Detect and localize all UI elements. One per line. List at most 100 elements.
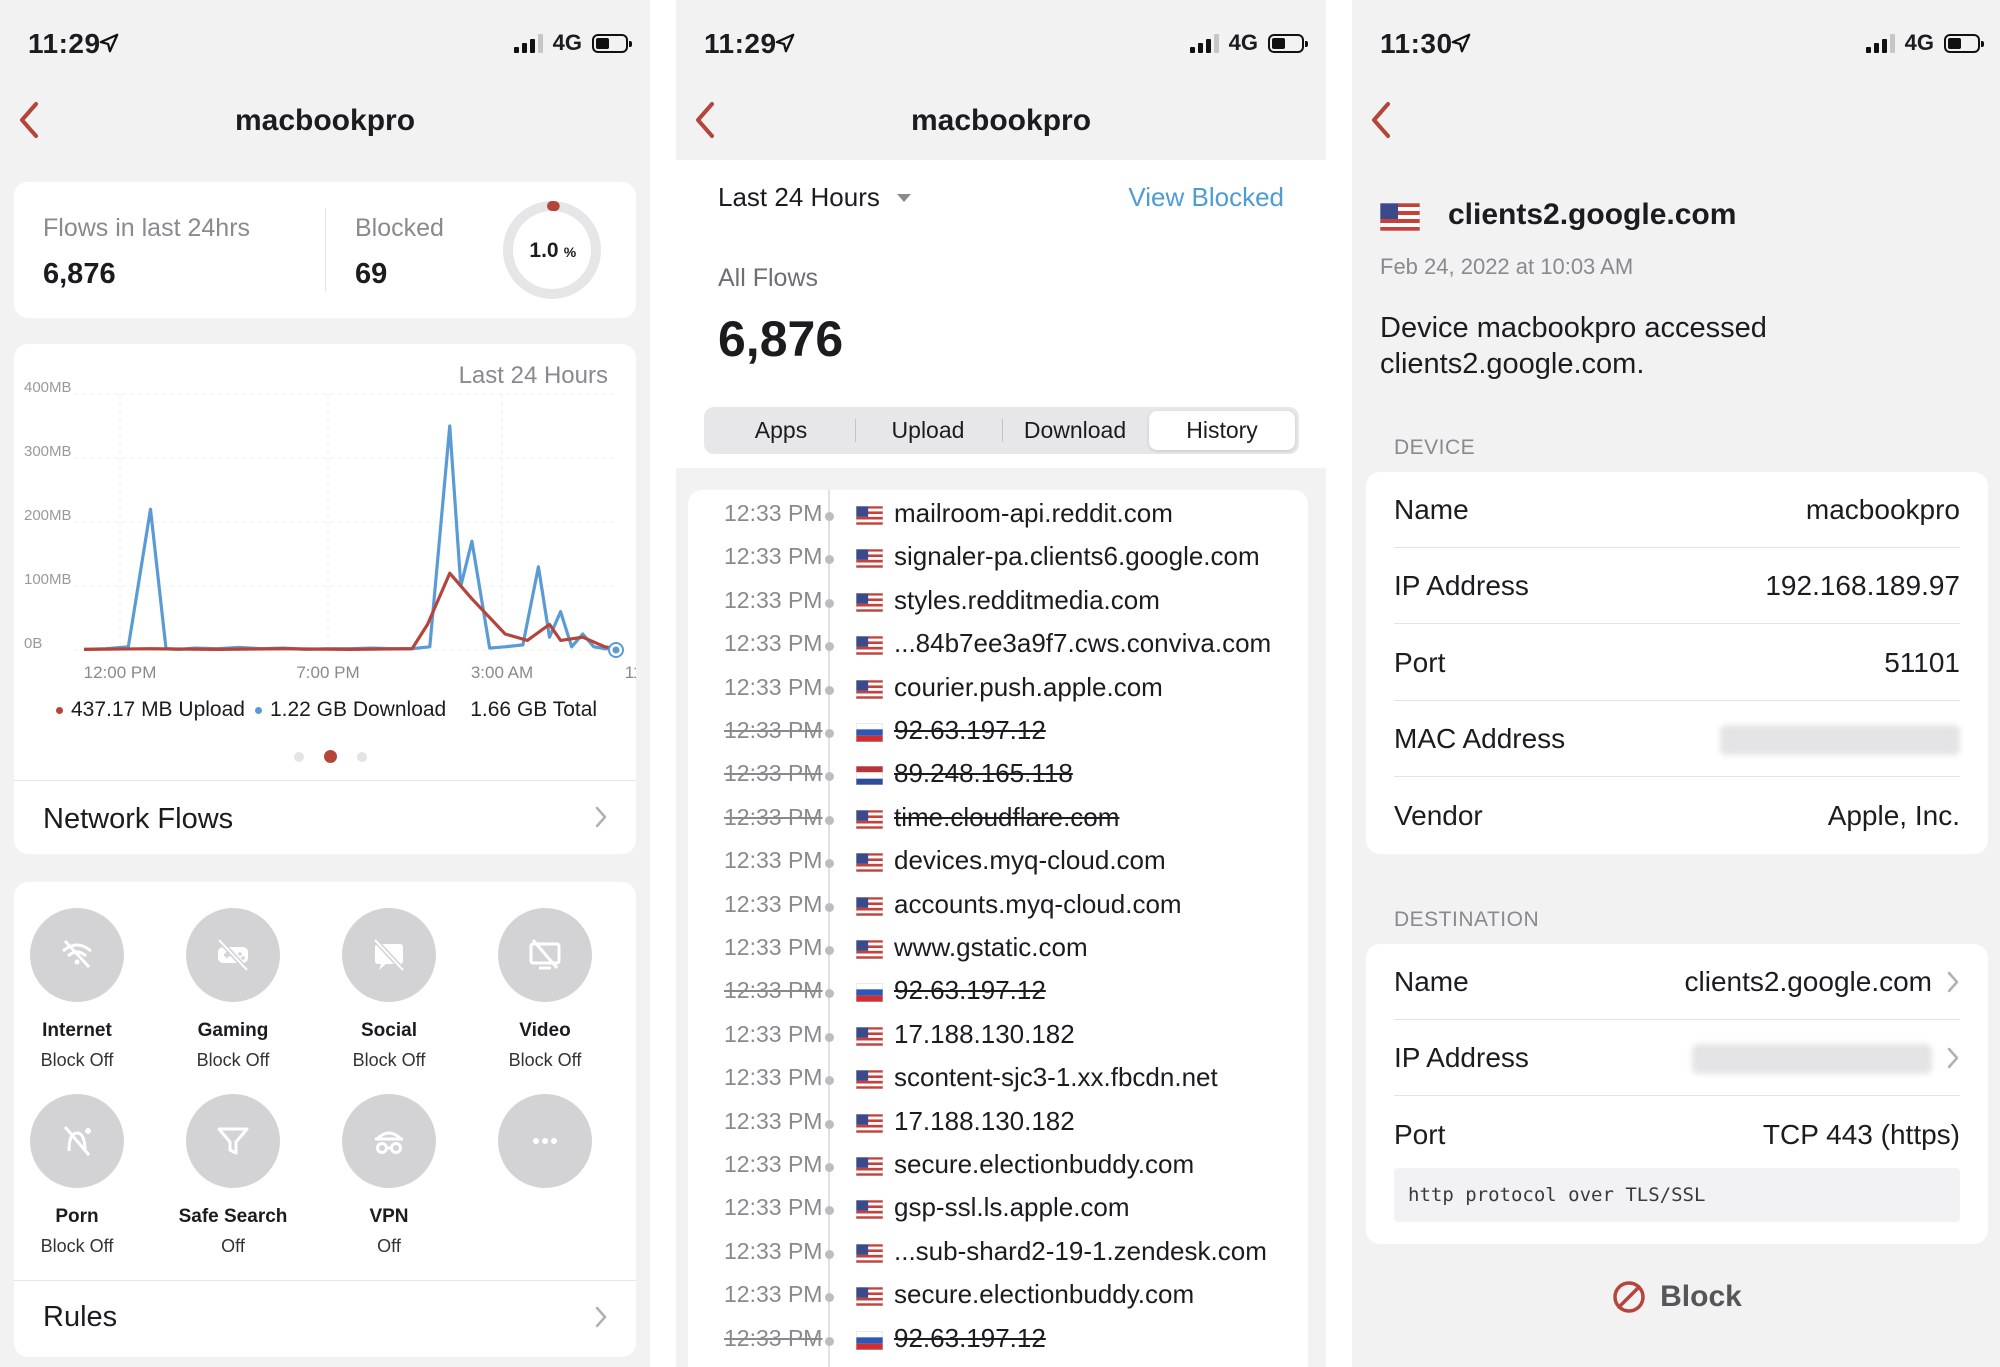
timeline-dot (825, 555, 834, 565)
tile-name: Safe Search (178, 1206, 288, 1227)
us-flag-icon (856, 1113, 883, 1133)
destination-row-name[interactable]: Name clients2.google.com (1394, 944, 1960, 1020)
control-tile-safe-search[interactable]: Safe Search Off (158, 1094, 308, 1257)
destination-section-heading: DESTINATION (1394, 908, 1540, 931)
tile-name: Video (519, 1020, 571, 1041)
control-tile-vpn[interactable]: VPN Off (314, 1094, 464, 1257)
flow-row[interactable]: 12:33 PM 89.248.165.118 (688, 754, 1308, 797)
row-key: Name (1394, 966, 1469, 997)
control-tile-video[interactable]: Video Block Off (470, 908, 620, 1071)
segment-upload[interactable]: Upload (891, 417, 965, 443)
stats-divider (325, 209, 326, 291)
flow-time: 12:33 PM (724, 1194, 823, 1221)
flow-row[interactable]: 12:33 PM mailroom-api.reddit.com (688, 494, 1308, 537)
destination-card: Name clients2.google.com IP Address Port TCP… (1366, 944, 1988, 1244)
chevron-right-icon (1947, 1048, 1959, 1069)
row-value: TCP 443 (https) (1762, 1118, 1960, 1150)
flow-row[interactable]: 12:33 PM signaler-pa.clients6.google.com (688, 537, 1308, 580)
filter-icon (217, 1127, 249, 1155)
flow-row[interactable]: 12:33 PM gsp-ssl.ls.apple.com (688, 1188, 1308, 1231)
flows-history-screen: 11:29 4G macbookpro Last 24 Hours View B… (676, 0, 1326, 1367)
us-flag-icon (856, 1287, 883, 1307)
flow-row[interactable]: 12:33 PM styles.redditmedia.com (688, 581, 1308, 624)
flow-row[interactable]: 12:33 PM secure.electionbuddy.com (688, 1145, 1308, 1188)
segment-download[interactable]: Download (1023, 417, 1127, 443)
social-off-icon (373, 938, 405, 972)
range-select[interactable]: Last 24 Hours (718, 182, 912, 213)
flow-row[interactable]: 12:33 PM secure.electionbuddy.com (688, 1275, 1308, 1318)
flow-description: Device macbookpro accessed clients2.goog… (1380, 312, 1767, 380)
flow-row[interactable]: 12:33 PM www.gstatic.com (688, 928, 1308, 971)
tile-button[interactable] (342, 1094, 436, 1188)
flow-row[interactable]: 12:33 PM 17.188.130.182 (688, 1102, 1308, 1145)
timeline-line (828, 490, 830, 1367)
back-chevron-icon[interactable] (14, 98, 44, 142)
x-tick-label: 12:00 PM (84, 663, 157, 682)
page-indicator[interactable] (294, 750, 367, 763)
timeline-dot (825, 512, 834, 521)
location-arrow-icon (99, 33, 119, 53)
network-type: 4G (1904, 30, 1934, 55)
control-tile-internet[interactable]: Internet Block Off (2, 908, 152, 1071)
flow-row[interactable]: 12:33 PM ...84b7ee3a9f7.cws.conviva.com (688, 624, 1308, 667)
flow-row[interactable]: 12:33 PM accounts.myq-cloud.com (688, 885, 1308, 928)
blocked-pct: 1.0 (529, 239, 558, 262)
wifi-off-icon (62, 939, 92, 969)
block-label: Block (1660, 1280, 1742, 1313)
flow-row[interactable]: 12:33 PM 92.63.197.12 (688, 711, 1308, 754)
flow-row[interactable]: 12:33 PM 17.188.130.182 (688, 1015, 1308, 1058)
block-button[interactable]: Block (1352, 1280, 2000, 1314)
flow-row[interactable]: 12:33 PM courier.push.apple.com (688, 668, 1308, 711)
flow-host: clients2.google.com (1448, 198, 1737, 231)
block-icon (1613, 1281, 1645, 1313)
rules-row[interactable]: Rules (14, 1281, 636, 1357)
tile-button[interactable] (30, 908, 124, 1002)
segment-apps[interactable]: Apps (754, 417, 808, 443)
stats-card: Flows in last 24hrs 6,876 Blocked 69 1.0… (14, 182, 636, 318)
flow-time: 12:33 PM (724, 1237, 823, 1264)
flow-time: 12:33 PM (724, 1064, 823, 1091)
back-chevron-icon[interactable] (1366, 98, 1396, 142)
page-dot[interactable] (294, 751, 304, 762)
destination-row-ip-address[interactable]: IP Address (1394, 1020, 1960, 1097)
flow-row[interactable]: 12:33 PM time.cloudflare.com (688, 798, 1308, 841)
page-dot[interactable] (357, 751, 367, 762)
tile-button[interactable] (186, 1094, 280, 1188)
flow-host: signaler-pa.clients6.google.com (894, 541, 1260, 572)
tile-button[interactable] (498, 1094, 592, 1188)
timeline-dot (825, 729, 834, 738)
view-blocked-link[interactable]: View Blocked (1128, 182, 1284, 212)
row-value: Apple, Inc. (1827, 799, 1960, 831)
page-dot-active[interactable] (324, 750, 337, 763)
flow-time: 12:33 PM (724, 717, 823, 743)
tile-button[interactable] (30, 1094, 124, 1188)
network-flows-row[interactable]: Network Flows (14, 781, 636, 854)
device-row-name: Name macbookpro (1394, 472, 1960, 548)
us-flag-icon (856, 549, 883, 569)
flow-row[interactable]: 12:33 PM scontent-sjc3-1.xx.fbcdn.net (688, 1058, 1308, 1101)
row-value: 51101 (1884, 646, 1960, 678)
flow-host: time.cloudflare.com (894, 801, 1120, 832)
segment-history[interactable]: History (1149, 411, 1295, 450)
flow-row[interactable]: 12:33 PM ...sub-shard2-19-1.zendesk.com (688, 1232, 1308, 1275)
tile-button[interactable] (342, 908, 436, 1002)
flow-row[interactable]: 12:33 PM 92.63.197.12 (688, 1319, 1308, 1362)
flow-row[interactable]: 12:33 PM 92.63.197.12 (688, 971, 1308, 1014)
tile-button[interactable] (498, 908, 592, 1002)
timeline-dot (825, 1119, 834, 1129)
row-key: IP Address (1394, 570, 1529, 602)
row-key: MAC Address (1394, 723, 1566, 755)
row-key: Port (1394, 1118, 1446, 1150)
back-chevron-icon[interactable] (690, 98, 720, 142)
control-tile-social[interactable]: Social Block Off (314, 908, 464, 1071)
controls-card: Internet Block Off Gaming Block Off Social Bl… (14, 882, 636, 1357)
control-tile-more[interactable] (470, 1094, 620, 1206)
control-tile-porn[interactable]: Porn Block Off (2, 1094, 152, 1257)
y-tick-label: 200MB (24, 507, 72, 524)
tile-button[interactable] (186, 908, 280, 1002)
flow-row[interactable]: 12:33 PM devices.myq-cloud.com (688, 841, 1308, 884)
tile-name: VPN (369, 1206, 409, 1227)
control-tile-gaming[interactable]: Gaming Block Off (158, 908, 308, 1071)
us-flag-icon (856, 1200, 883, 1220)
flow-host: 17.188.130.182 (894, 1105, 1075, 1136)
